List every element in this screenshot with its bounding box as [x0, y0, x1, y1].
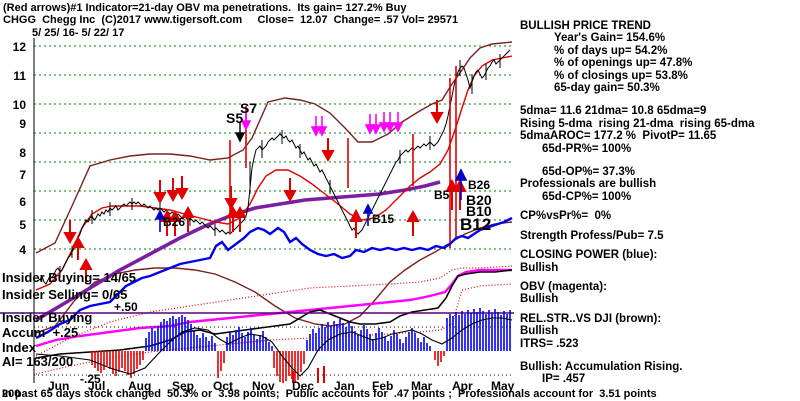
stat-days-up: % of days up= 54.2% [554, 44, 668, 57]
blue-up-arrow-icon [154, 168, 468, 232]
red-ma-line [35, 55, 513, 291]
ma-values-line: 5dma= 11.6 21dma= 10.8 65dma=9 [520, 105, 707, 118]
footer-left-tick: 200 [2, 388, 21, 400]
relstr-label: REL.STR..VS DJI (brown): [520, 312, 662, 325]
index-label: Index [2, 340, 36, 355]
x-tick-may: May [491, 379, 515, 393]
stat-65day-gain: 65-day gain= 50.3% [554, 82, 660, 95]
stat-years-gain: Year's Gain= 154.6% [554, 32, 666, 45]
indicator-headline: (Red arrows)#1 Indicator=21-day OBV ma p… [3, 2, 407, 14]
x-tick-nov: Nov [252, 379, 275, 393]
relstr-value: Bullish [520, 325, 559, 338]
bottom-volume-ticks [292, 366, 325, 383]
obv-value: Bullish [520, 293, 559, 306]
signal-vertical-bars [229, 66, 457, 248]
y-tick-8: 8 [19, 146, 26, 160]
y-tick-9: 9 [19, 117, 26, 131]
price-gridlines [34, 45, 512, 250]
panel-title: BULLISH PRICE TREND [520, 20, 651, 32]
annotation-s7: S7 [240, 100, 258, 116]
upper-band-line [35, 41, 513, 254]
x-tick-jan: Jan [334, 379, 355, 393]
price-chart[interactable] [0, 38, 514, 383]
footer-summary: In past 65 days stock changed 50.3% or 3… [2, 388, 657, 400]
x-tick-dec: Dec [292, 379, 315, 393]
magenta-down-arrow-icon [240, 110, 404, 137]
chart-canvas [0, 38, 514, 383]
accum-smoothed-line [35, 317, 513, 377]
x-tick-apr: Apr [452, 379, 473, 393]
accum-label: Accum +.25 [2, 325, 79, 340]
y-tick-12: 12 [12, 40, 26, 54]
accum-rising-line: Bullish: Accumulation Rising. [520, 360, 683, 373]
analysis-panel: BULLISH PRICE TREND Year's Gain= 154.6% … [520, 20, 800, 386]
op-percent-line: 65d-OP%= 37.3% [542, 166, 636, 179]
ticker-quote-line: CHGG Chegg Inc (C)2017 www.tigersoft.com… [3, 14, 459, 26]
pr-percent-line: 65d-PR%= 100% [542, 142, 632, 155]
y-tick-5: 5 [19, 218, 26, 232]
strength-prof-pub: Strength Profess/Pub= 7.5 [520, 229, 664, 242]
x-tick-mar: Mar [411, 379, 433, 393]
accum-tick-plus50: +.50 [114, 300, 138, 314]
insider-buying-label: Insider Buying= 14/65 [2, 270, 137, 285]
closing-power-label: CLOSING POWER (blue): [520, 249, 658, 262]
annotation-b26-right: B26 [468, 178, 491, 192]
annotation-b12: B12 [460, 215, 492, 234]
aroc-pivot-line: 5dmaAROC= 177.2 % PivotP= 11.65 [520, 130, 717, 143]
cp-vs-pr-line: CP%vsPr%= 0% [520, 210, 612, 223]
professionals-bullish: Professionals are bullish [520, 178, 657, 191]
x-tick-aug: Aug [128, 379, 152, 393]
accum-tick-minus25: -.25 [80, 372, 101, 386]
stat-closings-up: % of closings up= 53.8% [554, 69, 688, 82]
obv-label: OBV (magenta): [520, 280, 607, 293]
insider-buying-accum-title: Insider Buying [2, 310, 93, 325]
ai-value-label: AI= 163/200 [2, 354, 74, 369]
x-tick-feb: Feb [372, 379, 394, 393]
cp-percent-line: 65d-CP%= 100% [542, 190, 632, 203]
price-candlesticks [37, 49, 511, 285]
y-tick-6: 6 [19, 195, 26, 209]
date-range-label: 5/ 25/ 16- 5/ 22/ 17 [32, 27, 125, 39]
black-down-arrow-icon [234, 122, 246, 143]
itrs-line: ITRS= .523 [520, 337, 579, 350]
y-tick-4: 4 [19, 243, 26, 257]
x-tick-jun: Jun [48, 379, 70, 393]
x-tick-sep: Sep [172, 379, 195, 393]
insider-selling-label: Insider Selling= 0/65 [2, 287, 128, 302]
annotation-s5: S5 [226, 110, 244, 126]
annotation-b5: B5 [434, 188, 450, 202]
y-tick-7: 7 [19, 168, 26, 182]
y-tick-11: 11 [13, 69, 26, 83]
annotation-b20: B20 [466, 192, 492, 208]
x-tick-oct: Oct [213, 379, 234, 393]
red-down-arrow-icon [63, 100, 444, 245]
ip-line: IP= .457 [542, 373, 586, 386]
stat-openings-up: % of openings up= 47.8% [554, 57, 693, 70]
x-tick-jul: Jul [88, 379, 106, 393]
annotation-b26-left: B26 [163, 215, 186, 229]
closing-power-value: Bullish [520, 261, 559, 274]
ma-rising-line: Rising 5-dma rising 21-dma rising 65-dma [520, 117, 755, 130]
annotation-b15: B15 [372, 212, 395, 226]
annotation-b10: B10 [466, 203, 492, 219]
y-tick-10: 10 [12, 98, 26, 112]
closing-power-line [35, 216, 513, 340]
red-dotted-bands [35, 265, 513, 375]
21dma-line [35, 180, 441, 322]
